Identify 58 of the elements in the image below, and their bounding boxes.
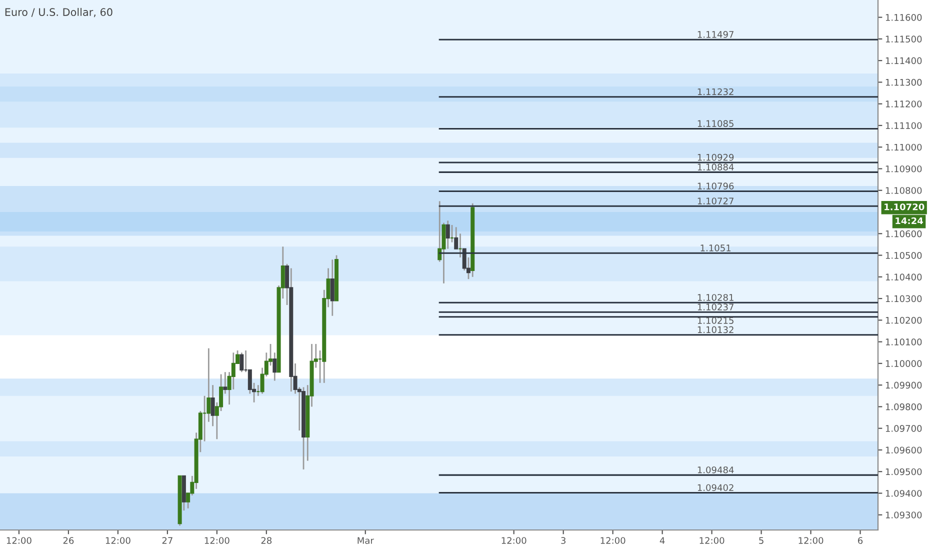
candlestick — [223, 371, 228, 394]
y-tick-label: 1.11500 — [886, 36, 922, 42]
y-tick-label: 1.10900 — [886, 165, 922, 172]
ref-line-label: 1.11085 — [698, 120, 734, 127]
x-tick-label: 12:00 — [6, 537, 32, 544]
x-tick-label: 3 — [561, 537, 566, 544]
y-tick-label: 1.10400 — [886, 274, 922, 280]
x-tick-label: 12:00 — [502, 537, 526, 544]
ref-line-label: 1.09484 — [698, 466, 734, 474]
x-tick-label: 6 — [858, 537, 863, 544]
ref-line-label: 1.10215 — [698, 317, 734, 324]
text: 1.10720 — [884, 203, 924, 210]
x-tick-label: Mar — [358, 537, 374, 544]
x-tick-label: 12:00 — [700, 537, 724, 544]
x-tick-label: 5 — [759, 537, 764, 544]
x-tick-label: 12:00 — [600, 537, 626, 544]
y-tick-label: 1.10500 — [886, 252, 922, 259]
y-tick-label: 1.09800 — [886, 403, 922, 410]
y-tick-label: 1.10300 — [886, 295, 922, 302]
ref-line-label: 1.10132 — [698, 326, 734, 334]
ref-line-label: 1.11232 — [698, 88, 734, 96]
y-tick-label: 1.09500 — [886, 468, 922, 476]
ref-line-label: 1.10727 — [698, 198, 734, 204]
y-tick-label: 1.11300 — [886, 78, 922, 86]
y-tick-label: 1.09700 — [886, 425, 922, 432]
y-tick-label: 1.10800 — [886, 187, 922, 194]
x-tick-label: 12:00 — [204, 537, 230, 544]
y-tick-label: 1.10000 — [886, 360, 922, 367]
y-tick-label: 1.10200 — [886, 316, 922, 324]
ref-line-label: 1.10237 — [698, 304, 734, 310]
y-tick-label: 1.09900 — [886, 382, 922, 389]
y-tick-label: 1.10100 — [886, 338, 922, 346]
y-tick-label: 1.11200 — [886, 100, 922, 108]
text: Euro / U.S. Dollar, 60 — [5, 8, 112, 18]
x-tick-label: 4 — [660, 537, 665, 544]
ref-line-label: 1.09402 — [698, 484, 734, 492]
y-tick-label: 1.09400 — [886, 490, 922, 497]
y-tick-label: 1.11000 — [886, 144, 922, 151]
y-tick-label: 1.09600 — [886, 446, 922, 454]
x-tick-label: 12:00 — [798, 537, 824, 544]
x-tick-label: 27 — [162, 537, 172, 544]
x-tick-label: 28 — [261, 537, 272, 544]
y-tick-label: 1.11400 — [886, 57, 922, 64]
x-tick-label: 26 — [63, 537, 74, 544]
ref-line-label: 1.10929 — [698, 154, 734, 161]
y-tick-label: 1.10600 — [886, 230, 922, 238]
ref-line-label: 1.10796 — [698, 182, 734, 190]
y-tick-label: 1.09300 — [886, 512, 922, 518]
x-tick-label: 12:00 — [106, 537, 130, 544]
ref-line-label: 1.11497 — [698, 31, 734, 38]
ref-line-label: 1.10884 — [698, 164, 734, 170]
y-tick-label: 1.11600 — [886, 14, 922, 21]
y-tick-label: 1.11100 — [886, 122, 922, 130]
text: 14:24 — [896, 217, 923, 224]
candlestick — [330, 258, 334, 317]
candlestick — [240, 352, 244, 373]
ref-line-label: 1.10281 — [698, 294, 734, 301]
ref-line-label: 1.1051 — [700, 244, 731, 252]
